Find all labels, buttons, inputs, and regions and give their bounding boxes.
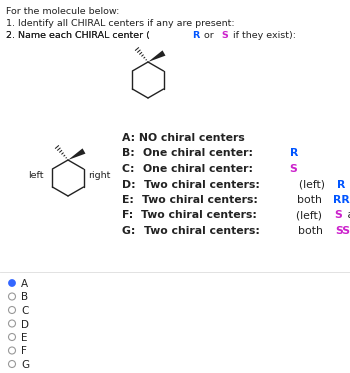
Text: A: NO chiral centers: A: NO chiral centers: [122, 133, 245, 143]
Text: B:: B:: [122, 148, 139, 159]
Circle shape: [8, 360, 15, 367]
Text: S: S: [290, 164, 298, 174]
Text: F: F: [21, 347, 27, 357]
Text: 2. Name each CHIRAL center (: 2. Name each CHIRAL center (: [6, 31, 150, 40]
Text: C:: C:: [122, 164, 138, 174]
Text: Two chiral centers:: Two chiral centers:: [144, 226, 264, 236]
Text: A: A: [21, 279, 28, 289]
Text: if they exist):: if they exist):: [230, 31, 296, 40]
Text: both: both: [299, 226, 327, 236]
Text: C: C: [21, 306, 28, 316]
Text: Two chiral centers:: Two chiral centers:: [142, 195, 262, 205]
Text: 1. Identify all CHIRAL centers if any are present:: 1. Identify all CHIRAL centers if any ar…: [6, 19, 234, 28]
Circle shape: [8, 307, 15, 313]
Text: SS: SS: [335, 226, 350, 236]
Text: left: left: [28, 170, 43, 179]
Text: (left): (left): [299, 179, 328, 189]
Text: B: B: [21, 292, 28, 303]
Circle shape: [8, 347, 15, 354]
Circle shape: [8, 320, 15, 327]
Text: R: R: [337, 179, 345, 189]
Text: both: both: [296, 195, 325, 205]
Text: D:: D:: [122, 179, 139, 189]
Text: 2. Name each CHIRAL center (: 2. Name each CHIRAL center (: [6, 31, 150, 40]
Circle shape: [8, 293, 15, 300]
Text: D: D: [21, 320, 29, 329]
Text: For the molecule below:: For the molecule below:: [6, 7, 119, 16]
Text: S: S: [221, 31, 228, 40]
Text: One chiral center:: One chiral center:: [143, 164, 257, 174]
Text: RR: RR: [333, 195, 350, 205]
Text: G:: G:: [122, 226, 139, 236]
Text: R: R: [290, 148, 299, 159]
Text: F:: F:: [122, 210, 137, 220]
Text: and (right): and (right): [344, 210, 350, 220]
Text: One chiral center:: One chiral center:: [143, 148, 257, 159]
Circle shape: [8, 279, 15, 286]
Text: Two chiral centers:: Two chiral centers:: [145, 179, 264, 189]
Text: R: R: [192, 31, 199, 40]
Text: right: right: [88, 170, 110, 179]
Text: S: S: [334, 210, 342, 220]
Circle shape: [8, 333, 15, 341]
Text: (left): (left): [296, 210, 325, 220]
Text: G: G: [21, 360, 29, 370]
Text: or: or: [201, 31, 217, 40]
Polygon shape: [148, 50, 166, 62]
Text: and (right): and (right): [348, 179, 350, 189]
Text: E: E: [21, 333, 28, 343]
Text: Two chiral centers:: Two chiral centers:: [141, 210, 261, 220]
Polygon shape: [68, 148, 85, 160]
Text: E:: E:: [122, 195, 138, 205]
